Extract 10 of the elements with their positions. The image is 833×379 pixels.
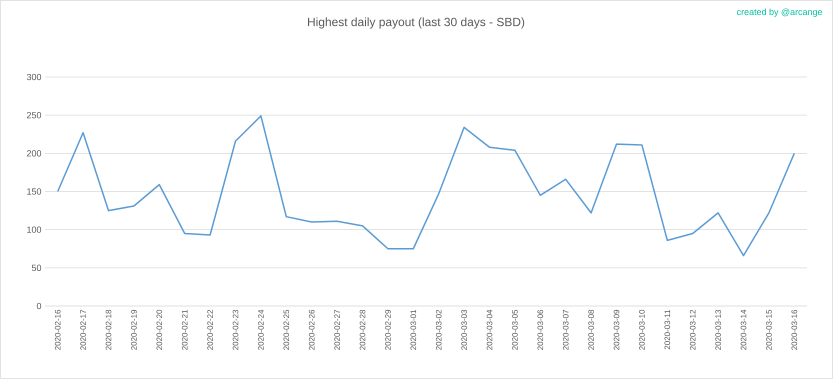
y-tick-label: 250	[26, 112, 42, 118]
line-series	[56, 115, 796, 256]
y-tick-label: 50	[32, 264, 42, 272]
chart-title: Highest daily payout (last 30 days - SBD)	[308, 17, 524, 29]
y-tick-label: 200	[26, 150, 42, 157]
y-tick-label: 150	[27, 188, 42, 195]
y-tick-label: 100	[27, 226, 42, 233]
y-tick-label: 300	[26, 74, 42, 80]
text: created by @arcange	[737, 8, 822, 17]
y-tick-label: 0	[36, 302, 42, 310]
